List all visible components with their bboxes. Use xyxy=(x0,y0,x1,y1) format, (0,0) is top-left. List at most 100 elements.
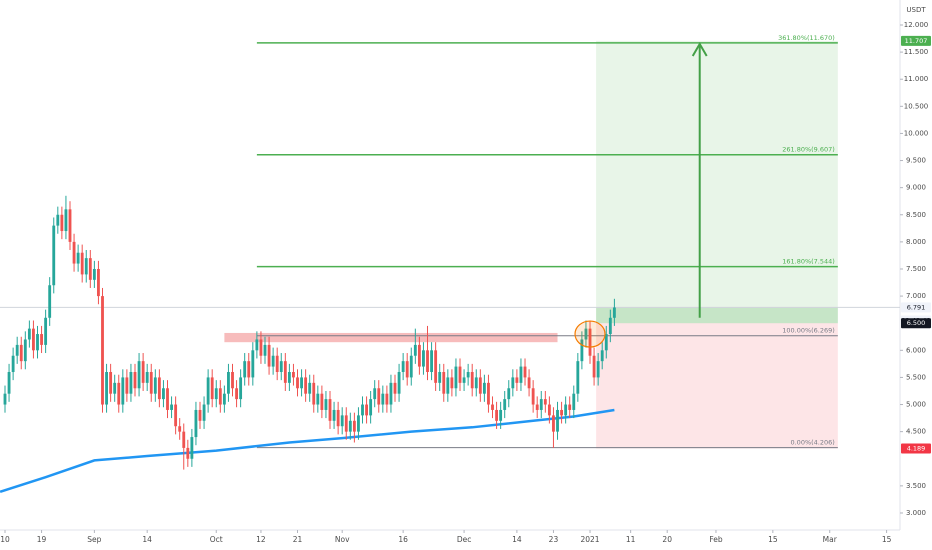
candle-body xyxy=(308,382,312,394)
candle-body xyxy=(458,366,462,383)
arrow-head xyxy=(691,41,708,57)
x-tick-label: Sep xyxy=(87,535,101,544)
candle-body xyxy=(32,328,35,351)
candle-body xyxy=(365,404,368,416)
candle-body xyxy=(454,366,458,389)
candle-body xyxy=(145,372,149,383)
candle-body xyxy=(218,388,222,405)
candle-body xyxy=(426,350,429,373)
candle-body xyxy=(279,361,283,373)
candle-body xyxy=(166,388,169,410)
candle-body xyxy=(247,361,251,378)
candle-body xyxy=(466,372,470,378)
resistance-box xyxy=(224,332,558,343)
x-tick-label: 11 xyxy=(626,535,636,544)
x-tick-label: 16 xyxy=(398,535,408,544)
candle-body xyxy=(231,372,234,389)
candle-body xyxy=(519,366,523,383)
candle-body xyxy=(304,377,308,394)
candle-body xyxy=(340,415,344,427)
candle-body xyxy=(222,393,226,405)
x-tick-label: Mar xyxy=(823,535,838,544)
candle-body xyxy=(198,409,202,421)
price-label: 4.189 xyxy=(907,445,926,453)
candle-body xyxy=(397,372,401,394)
candle-body xyxy=(539,399,543,410)
y-tick-label: 4.500 xyxy=(906,428,926,436)
target-zone xyxy=(596,40,838,324)
candle-body xyxy=(344,415,348,432)
candle-body xyxy=(312,382,316,405)
candle-body xyxy=(352,420,356,432)
y-tick-label: 11.500 xyxy=(904,48,929,56)
highlight-circle xyxy=(574,320,606,348)
price-label-box xyxy=(901,318,931,329)
candle-body xyxy=(547,404,551,416)
candle-body xyxy=(271,355,275,367)
candle-body xyxy=(174,404,178,427)
candle-body xyxy=(121,377,125,405)
candle-body xyxy=(300,377,303,389)
candle-body xyxy=(210,377,214,400)
price-label: 6.500 xyxy=(907,319,926,327)
candle-body xyxy=(320,393,324,410)
candle-body xyxy=(478,377,482,394)
y-tick-label: 3.500 xyxy=(906,482,926,490)
candle-body xyxy=(40,334,43,345)
candle-body xyxy=(11,355,15,373)
candle-body xyxy=(105,372,108,405)
candle-body xyxy=(495,409,499,421)
candle-body xyxy=(3,393,7,405)
x-tick-label: 19 xyxy=(37,535,47,544)
candle-body xyxy=(202,404,206,421)
candle-body xyxy=(556,409,559,432)
x-tick-label: 12 xyxy=(256,535,266,544)
moving-average xyxy=(0,408,615,494)
candle-body xyxy=(324,399,328,410)
candle-body xyxy=(430,350,433,373)
candle-body xyxy=(515,377,519,383)
candle-body xyxy=(227,372,230,394)
candle-body xyxy=(564,404,568,416)
candle-body xyxy=(206,377,210,405)
fib-label: 261.80%(9.607) xyxy=(782,146,835,154)
candle-body xyxy=(109,372,113,394)
price-label: 6.791 xyxy=(907,303,926,311)
candle-body xyxy=(381,393,385,405)
x-tick-label: 23 xyxy=(549,535,559,544)
candle-body xyxy=(44,317,48,345)
candle-body xyxy=(267,344,271,367)
candle-body xyxy=(23,339,27,362)
y-tick-label: 9.500 xyxy=(906,157,926,165)
candle-body xyxy=(612,307,616,318)
candle-body xyxy=(596,361,600,378)
candle-body xyxy=(182,431,186,448)
candle-body xyxy=(137,361,141,389)
candle-body xyxy=(348,420,352,432)
candle-body xyxy=(393,382,397,394)
candle-body xyxy=(580,339,584,362)
candle-body xyxy=(401,361,405,373)
candle-body xyxy=(409,355,413,378)
y-tick-label: 11.000 xyxy=(904,75,929,83)
candle-body xyxy=(259,339,263,356)
candle-body xyxy=(64,209,68,232)
candle-body xyxy=(576,361,580,394)
x-tick-label: 21 xyxy=(293,535,303,544)
candle-body xyxy=(572,393,576,410)
candle-body xyxy=(413,344,417,356)
candle-body xyxy=(608,317,612,335)
candle-body xyxy=(117,382,121,405)
candle-body xyxy=(568,404,572,410)
candle-body xyxy=(97,268,100,297)
candle-body xyxy=(296,377,299,389)
y-tick-label: 3.000 xyxy=(906,509,926,517)
y-tick-label: 7.000 xyxy=(906,292,926,300)
candle-body xyxy=(560,409,564,416)
candle-body xyxy=(405,361,409,378)
candle-body xyxy=(385,393,389,405)
candle-body xyxy=(328,399,332,421)
candle-body xyxy=(157,377,161,400)
